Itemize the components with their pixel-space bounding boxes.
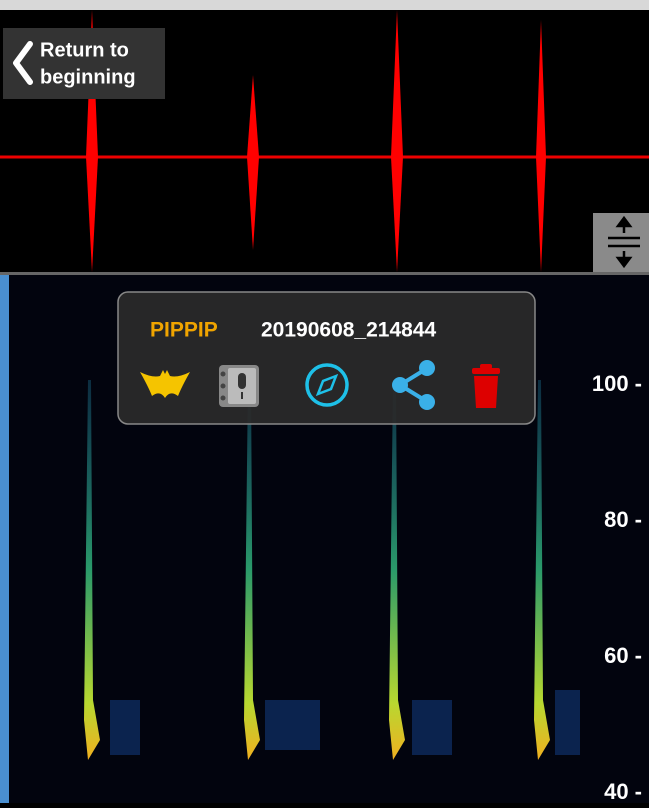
filename: 20190608_214844 — [261, 319, 437, 342]
status-strip — [0, 0, 649, 10]
compass-icon[interactable] — [305, 363, 349, 407]
trash-icon[interactable] — [472, 364, 500, 408]
notes-icon[interactable] — [219, 365, 259, 407]
species: PIPPIP — [150, 319, 218, 342]
freq-label: 100 - — [592, 371, 642, 396]
back-label: beginning — [40, 66, 136, 88]
freq-label: 40 - — [604, 779, 642, 803]
back-label: Return to — [40, 39, 129, 61]
expand-icon — [608, 215, 640, 269]
freq-axis: 100 - 80 - 60 - 40 - — [592, 371, 642, 804]
share-icon[interactable] — [392, 360, 435, 410]
bat-icon[interactable] — [140, 370, 190, 398]
chevron — [13, 41, 33, 85]
back-button[interactable] — [3, 28, 165, 99]
freq-label: 80 - — [604, 507, 642, 532]
freq-label: 60 - — [604, 643, 642, 668]
divider — [0, 272, 649, 275]
